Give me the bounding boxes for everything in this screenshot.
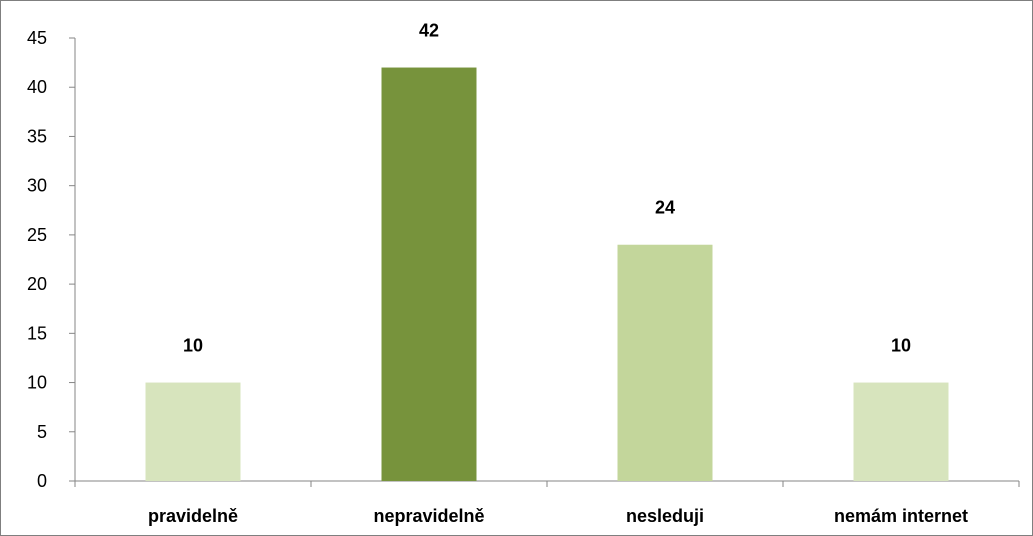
y-tick-label: 15 — [27, 323, 47, 343]
bar — [853, 382, 949, 481]
bar-value-label: 10 — [891, 336, 911, 356]
x-category-label: nemám internet — [834, 506, 968, 526]
y-tick-label: 25 — [27, 225, 47, 245]
bar-value-label: 24 — [655, 198, 675, 218]
x-category-label: pravidelně — [148, 506, 238, 526]
bar — [145, 382, 241, 481]
y-tick-label: 30 — [27, 176, 47, 196]
y-tick-label: 45 — [27, 28, 47, 48]
y-tick-label: 10 — [27, 373, 47, 393]
data-labels-group: 10 42 24 10 — [183, 21, 911, 356]
x-category-label: nesleduji — [626, 506, 704, 526]
y-tick-label: 5 — [37, 422, 47, 442]
y-tick-label: 0 — [37, 471, 47, 491]
bar-value-label: 42 — [419, 21, 439, 41]
bars-group — [145, 67, 949, 482]
y-tick-label: 20 — [27, 274, 47, 294]
bar — [381, 67, 477, 482]
y-tick-label: 35 — [27, 126, 47, 146]
y-tick-label: 40 — [27, 77, 47, 97]
y-axis: 0 5 10 15 20 25 30 35 40 45 — [27, 28, 76, 491]
bar-value-label: 10 — [183, 336, 203, 356]
x-category-label: nepravidelně — [373, 506, 484, 526]
bar — [617, 244, 713, 481]
